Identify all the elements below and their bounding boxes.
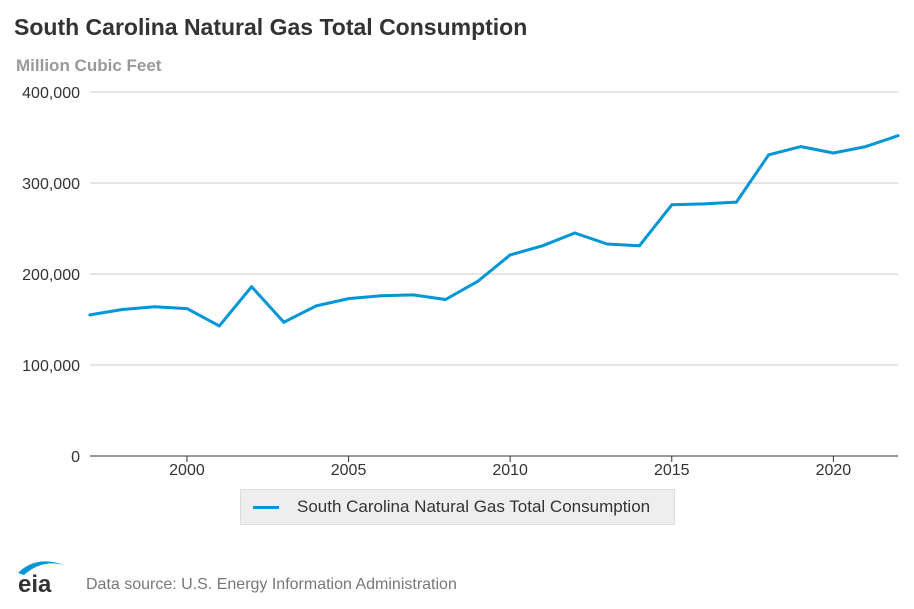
data-point — [444, 297, 448, 301]
data-point — [605, 242, 609, 246]
data-point — [153, 305, 157, 309]
eia-logo: eia — [18, 561, 64, 597]
x-tick-label: 2000 — [169, 462, 205, 479]
y-tick-label: 0 — [71, 449, 80, 466]
data-point — [540, 244, 544, 248]
y-tick-label: 300,000 — [22, 176, 80, 193]
data-point — [476, 279, 480, 283]
series-line — [88, 134, 900, 328]
legend-swatch — [253, 505, 279, 509]
data-point — [314, 304, 318, 308]
data-point — [831, 151, 835, 155]
data-point — [347, 297, 351, 301]
data-point — [379, 294, 383, 298]
data-point — [185, 307, 189, 311]
data-point — [864, 145, 868, 149]
y-tick-label: 100,000 — [22, 358, 80, 375]
chart-title: South Carolina Natural Gas Total Consump… — [14, 14, 528, 40]
chart-legend[interactable]: South Carolina Natural Gas Total Consump… — [240, 489, 675, 525]
y-tick-label: 200,000 — [22, 267, 80, 284]
data-point — [637, 244, 641, 248]
x-tick-label: 2005 — [331, 462, 367, 479]
x-tick-label: 2010 — [492, 462, 528, 479]
eia-logo-text: eia — [18, 571, 52, 597]
data-point — [734, 200, 738, 204]
y-axis-unit-label: Million Cubic Feet — [16, 56, 162, 75]
data-source-text: Data source: U.S. Energy Information Adm… — [86, 576, 457, 593]
data-point — [411, 293, 415, 297]
x-tick-label: 2020 — [816, 462, 852, 479]
legend-label: South Carolina Natural Gas Total Consump… — [297, 497, 651, 516]
data-point — [702, 202, 706, 206]
data-point — [88, 313, 92, 317]
data-point — [767, 153, 771, 157]
data-point — [799, 145, 803, 149]
eia-logo-swoosh — [18, 561, 64, 575]
y-tick-label: 400,000 — [22, 85, 80, 102]
x-tick-label: 2015 — [654, 462, 690, 479]
data-point — [120, 307, 124, 311]
data-point — [250, 285, 254, 289]
data-point — [217, 324, 221, 328]
data-point — [670, 203, 674, 207]
data-point — [508, 253, 512, 257]
data-point — [896, 134, 900, 138]
data-point — [282, 320, 286, 324]
data-point — [573, 231, 577, 235]
